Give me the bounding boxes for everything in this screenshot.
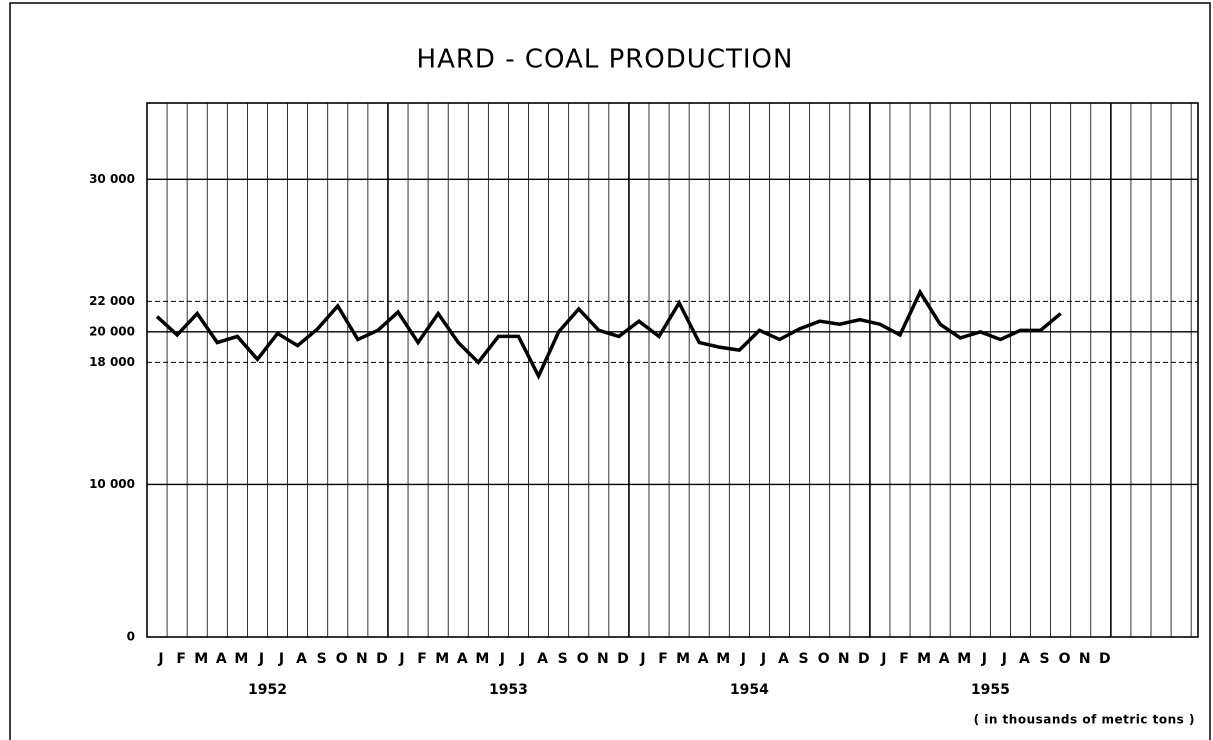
x-tick-label: A: [216, 651, 227, 667]
x-tick-label: A: [537, 651, 548, 667]
x-tick-label: A: [296, 651, 307, 667]
x-tick-label: N: [597, 651, 609, 667]
plot-frame: [146, 102, 1199, 638]
x-tick-label: O: [336, 651, 348, 667]
x-tick-label: F: [417, 651, 427, 667]
x-tick-label: N: [356, 651, 368, 667]
x-tick-label: O: [1059, 651, 1071, 667]
x-tick-label: A: [778, 651, 789, 667]
x-tick-label: J: [639, 651, 645, 667]
year-label: 1955: [971, 682, 1010, 698]
x-tick-label: M: [234, 651, 248, 667]
y-tick-label: 30 000: [89, 172, 135, 186]
y-tick-label: 20 000: [89, 324, 135, 338]
x-tick-label: N: [1079, 651, 1091, 667]
x-tick-label: O: [577, 651, 589, 667]
y-tick-label: 18 000: [89, 355, 135, 369]
x-tick-label: F: [176, 651, 186, 667]
x-tick-label: N: [838, 651, 850, 667]
x-tick-label: A: [1019, 651, 1030, 667]
unit-note: ( in thousands of metric tons ): [974, 713, 1195, 727]
x-tick-label: S: [1040, 651, 1050, 667]
x-tick-label: J: [981, 651, 987, 667]
x-tick-label: D: [617, 651, 629, 667]
x-tick-label: F: [658, 651, 668, 667]
y-tick-label: 22 000: [89, 294, 135, 308]
x-tick-label: D: [858, 651, 870, 667]
x-tick-label: F: [899, 651, 909, 667]
x-tick-label: M: [676, 651, 690, 667]
x-tick-label: M: [194, 651, 208, 667]
y-tick-label: 10 000: [89, 477, 135, 491]
x-tick-label: M: [716, 651, 730, 667]
x-tick-label: M: [957, 651, 971, 667]
x-tick-label: J: [398, 651, 404, 667]
x-tick-label: O: [818, 651, 830, 667]
y-tick-label: 0: [127, 630, 135, 644]
year-label: 1953: [489, 682, 528, 698]
x-tick-label: J: [740, 651, 746, 667]
x-tick-label: J: [157, 651, 163, 667]
x-tick-label: D: [1099, 651, 1111, 667]
chart-title: HARD - COAL PRODUCTION: [417, 45, 794, 75]
x-tick-label: J: [278, 651, 284, 667]
frame: [9, 2, 1211, 740]
x-tick-label: J: [519, 651, 525, 667]
x-tick-label: A: [698, 651, 709, 667]
x-tick-label: S: [799, 651, 809, 667]
x-tick-label: J: [1001, 651, 1007, 667]
x-tick-label: J: [258, 651, 264, 667]
year-label: 1954: [730, 682, 769, 698]
x-tick-label: M: [435, 651, 449, 667]
x-tick-label: A: [457, 651, 468, 667]
data-line: [155, 288, 1062, 381]
x-tick-label: D: [376, 651, 388, 667]
x-tick-label: J: [880, 651, 886, 667]
x-tick-label: J: [499, 651, 505, 667]
x-tick-label: S: [317, 651, 327, 667]
x-tick-label: J: [760, 651, 766, 667]
x-tick-label: S: [558, 651, 568, 667]
year-label: 1952: [248, 682, 287, 698]
x-tick-label: A: [939, 651, 950, 667]
x-tick-label: M: [917, 651, 931, 667]
x-tick-label: M: [475, 651, 489, 667]
